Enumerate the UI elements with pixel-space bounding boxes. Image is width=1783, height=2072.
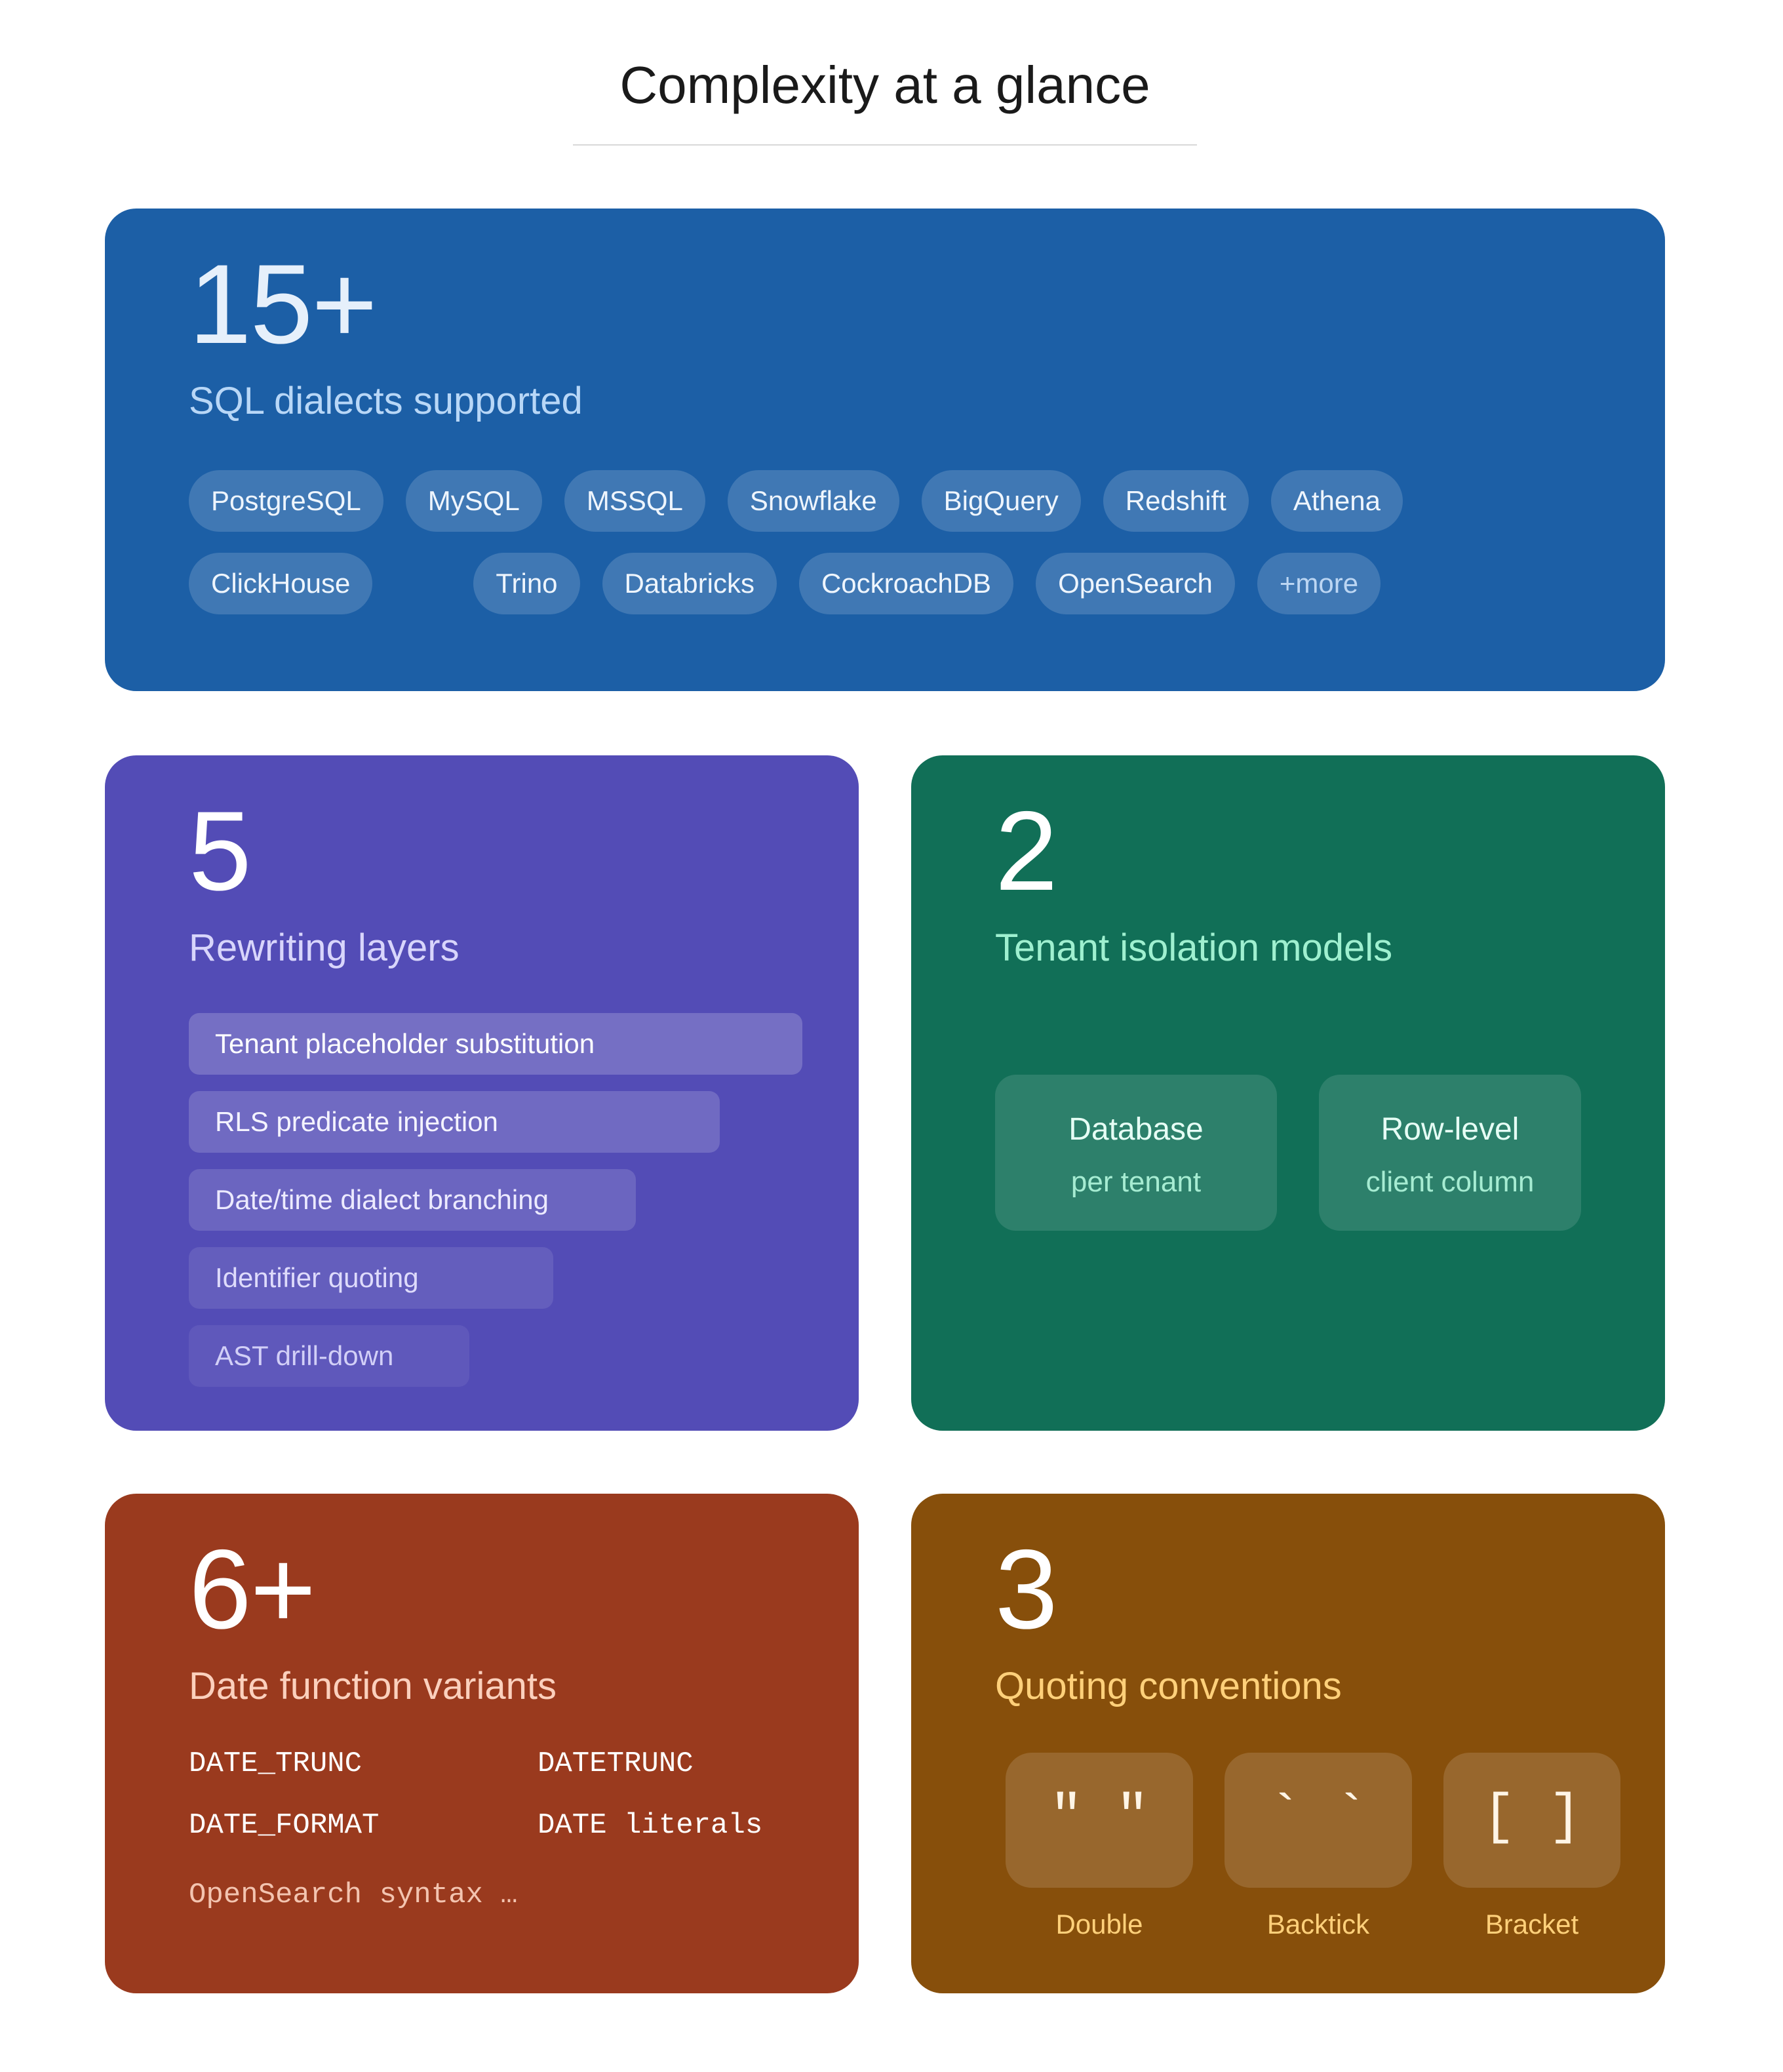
more-dialects-chip: +more [1257, 553, 1381, 614]
bracket-icon: [ ] [1443, 1753, 1620, 1888]
tenant-label: Tenant isolation models [995, 926, 1393, 969]
dialects-label: SQL dialects supported [189, 380, 583, 422]
page-title: Complexity at a glance [619, 56, 1150, 114]
layers-card: 5 Rewriting layers Tenant placeholder su… [105, 755, 859, 1431]
model-subtitle: client column [1365, 1166, 1535, 1198]
quoting-card: 3 Quoting conventions " " Double ` ` Bac… [911, 1494, 1665, 1993]
quote-style-double: " " Double [1006, 1753, 1193, 1940]
title-divider [573, 144, 1197, 146]
backtick-icon: ` ` [1225, 1753, 1412, 1888]
function-name: DATE_TRUNC [189, 1747, 362, 1780]
dialects-count: 15+ [189, 241, 378, 367]
dialect-chip: Snowflake [727, 470, 899, 532]
tenant-card: 2 Tenant isolation models Database per t… [911, 755, 1665, 1431]
double-quote-icon: " " [1006, 1753, 1193, 1888]
layers-label: Rewriting layers [189, 926, 460, 969]
function-name: DATETRUNC [538, 1747, 694, 1780]
quote-style-label: Double [1055, 1909, 1143, 1940]
dialects-card: 15+ SQL dialects supported PostgreSQL My… [105, 209, 1665, 691]
dialect-chip: BigQuery [921, 470, 1081, 532]
dialect-chip: Redshift [1103, 470, 1249, 532]
dates-label: Date function variants [189, 1665, 557, 1707]
quoting-label: Quoting conventions [995, 1665, 1342, 1707]
layer-item: RLS predicate injection [189, 1091, 720, 1153]
dates-count: 6+ [189, 1526, 316, 1652]
model-subtitle: per tenant [1070, 1166, 1202, 1198]
model-title: Database [1068, 1112, 1204, 1147]
quoting-count: 3 [995, 1526, 1058, 1652]
dialect-chip: OpenSearch [1036, 553, 1235, 614]
model-database-per-tenant: Database per tenant [995, 1075, 1277, 1231]
layer-item: Date/time dialect branching [189, 1169, 636, 1231]
dialect-chip: MySQL [405, 470, 542, 532]
layer-item: AST drill-down [189, 1325, 469, 1387]
dialect-chip: Databricks [602, 553, 777, 614]
function-extra: OpenSearch syntax … [189, 1879, 518, 1911]
dates-card: 6+ Date function variants DATE_TRUNC DAT… [105, 1494, 859, 1993]
dialect-chip: Trino [473, 553, 580, 614]
layer-item: Identifier quoting [189, 1247, 553, 1309]
quote-style-backtick: ` ` Backtick [1225, 1753, 1412, 1940]
layers-count: 5 [189, 788, 252, 914]
dialect-chip: MSSQL [564, 470, 705, 532]
dialect-chip: CockroachDB [798, 553, 1014, 614]
quote-style-bracket: [ ] Bracket [1443, 1753, 1620, 1940]
tenant-count: 2 [995, 788, 1058, 914]
layer-item: Tenant placeholder substitution [189, 1013, 802, 1075]
dialect-chip: PostgreSQL [189, 470, 383, 532]
model-row-level: Row-level client column [1318, 1075, 1581, 1231]
function-name: DATE literals [538, 1809, 763, 1842]
dialect-chip: Athena [1270, 470, 1403, 532]
quote-style-label: Bracket [1485, 1909, 1579, 1940]
model-title: Row-level [1381, 1112, 1519, 1147]
dialect-chip: ClickHouse [189, 553, 373, 614]
dialect-chips: PostgreSQL MySQL MSSQL Snowflake BigQuer… [189, 470, 1500, 614]
function-name: DATE_FORMAT [189, 1809, 380, 1842]
quote-style-label: Backtick [1266, 1909, 1370, 1940]
